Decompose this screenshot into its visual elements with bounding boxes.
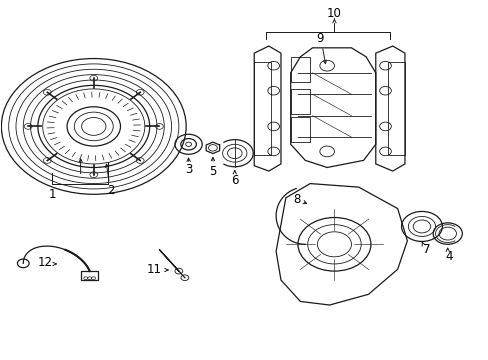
Bar	[290, 117, 309, 143]
Text: 9: 9	[315, 32, 323, 45]
Text: 1: 1	[49, 188, 56, 201]
Text: 12: 12	[38, 256, 53, 269]
Text: 4: 4	[444, 250, 451, 263]
Text: 2: 2	[107, 184, 114, 197]
Text: 6: 6	[230, 174, 238, 186]
Bar	[254, 62, 271, 155]
Text: 10: 10	[326, 8, 341, 21]
Text: 5: 5	[209, 165, 216, 177]
Text: 3: 3	[184, 163, 192, 176]
Text: 7: 7	[422, 243, 430, 256]
Bar	[387, 62, 404, 155]
Text: 8: 8	[293, 193, 300, 206]
Bar	[290, 57, 309, 82]
Bar	[290, 89, 309, 114]
Bar	[81, 271, 98, 280]
Text: 11: 11	[147, 263, 162, 276]
